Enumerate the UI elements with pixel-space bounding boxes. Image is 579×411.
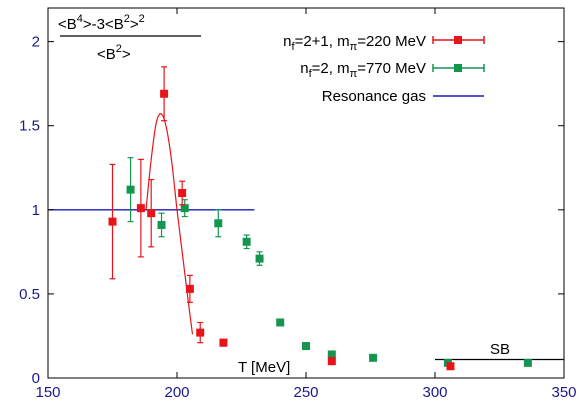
legend-marker-nf2 bbox=[454, 64, 462, 72]
fit-curve bbox=[145, 113, 194, 335]
x-tick-label: 250 bbox=[293, 384, 318, 401]
data-point-nf2 bbox=[180, 204, 189, 213]
x-tick-label: 200 bbox=[164, 384, 189, 401]
legend-label-nf2: nf=2, mπ=770 MeV bbox=[300, 60, 426, 80]
data-point-nf2 bbox=[255, 254, 264, 263]
data-point-nf2 bbox=[523, 358, 532, 367]
legend-label-resonance-gas: Resonance gas bbox=[322, 88, 426, 105]
data-point-nf21 bbox=[219, 338, 228, 347]
data-point-nf21 bbox=[446, 362, 455, 371]
data-point-nf21 bbox=[108, 217, 117, 226]
y-tick-label: 0 bbox=[32, 370, 40, 387]
x-tick-label: 150 bbox=[35, 384, 60, 401]
axes: 150 200 250 300 350 0 0.5 1 1.5 2 bbox=[19, 7, 577, 401]
data-point-nf21 bbox=[147, 209, 156, 218]
y-axis-label-numerator: <B4>-3<B2>2 bbox=[58, 13, 145, 33]
data-layer bbox=[48, 66, 564, 371]
y-tick-label: 1.5 bbox=[19, 118, 40, 135]
data-point-nf21 bbox=[185, 284, 194, 293]
y-tick-label: 0.5 bbox=[19, 286, 40, 303]
legend-label-nf21: nf=2+1, mπ=220 MeV bbox=[283, 33, 426, 53]
data-point-nf2 bbox=[302, 342, 310, 351]
sb-label: SB bbox=[490, 341, 510, 358]
legend-marker-nf21 bbox=[454, 36, 462, 44]
data-point-nf2 bbox=[157, 220, 166, 229]
data-point-nf21 bbox=[178, 189, 187, 197]
x-tick-label: 300 bbox=[422, 384, 447, 401]
data-point-nf21 bbox=[160, 89, 169, 98]
data-point-nf2 bbox=[126, 185, 135, 194]
data-point-nf2 bbox=[242, 237, 251, 246]
x-tick-label: 350 bbox=[551, 384, 576, 401]
y-tick-label: 1 bbox=[32, 202, 40, 219]
legend: nf=2+1, mπ=220 MeV nf=2, mπ=770 MeV Reso… bbox=[283, 33, 485, 105]
x-axis-label: T [MeV] bbox=[238, 359, 290, 376]
legend-entry-nf21: nf=2+1, mπ=220 MeV bbox=[283, 33, 485, 53]
data-point-nf2 bbox=[276, 318, 285, 327]
legend-entry-resonance-gas: Resonance gas bbox=[322, 88, 484, 105]
y-axis-label-denominator: <B2> bbox=[97, 43, 131, 63]
data-point-nf21 bbox=[327, 357, 336, 366]
y-axis-label: <B4>-3<B2>2 <B2> bbox=[58, 13, 201, 63]
data-point-nf2 bbox=[214, 219, 223, 228]
legend-entry-nf2: nf=2, mπ=770 MeV bbox=[300, 60, 485, 80]
data-point-nf21 bbox=[196, 328, 205, 337]
y-tick-label: 2 bbox=[32, 34, 40, 51]
data-point-nf21 bbox=[136, 204, 145, 213]
data-point-nf2 bbox=[369, 353, 378, 362]
data-point-nf2 bbox=[327, 350, 336, 359]
